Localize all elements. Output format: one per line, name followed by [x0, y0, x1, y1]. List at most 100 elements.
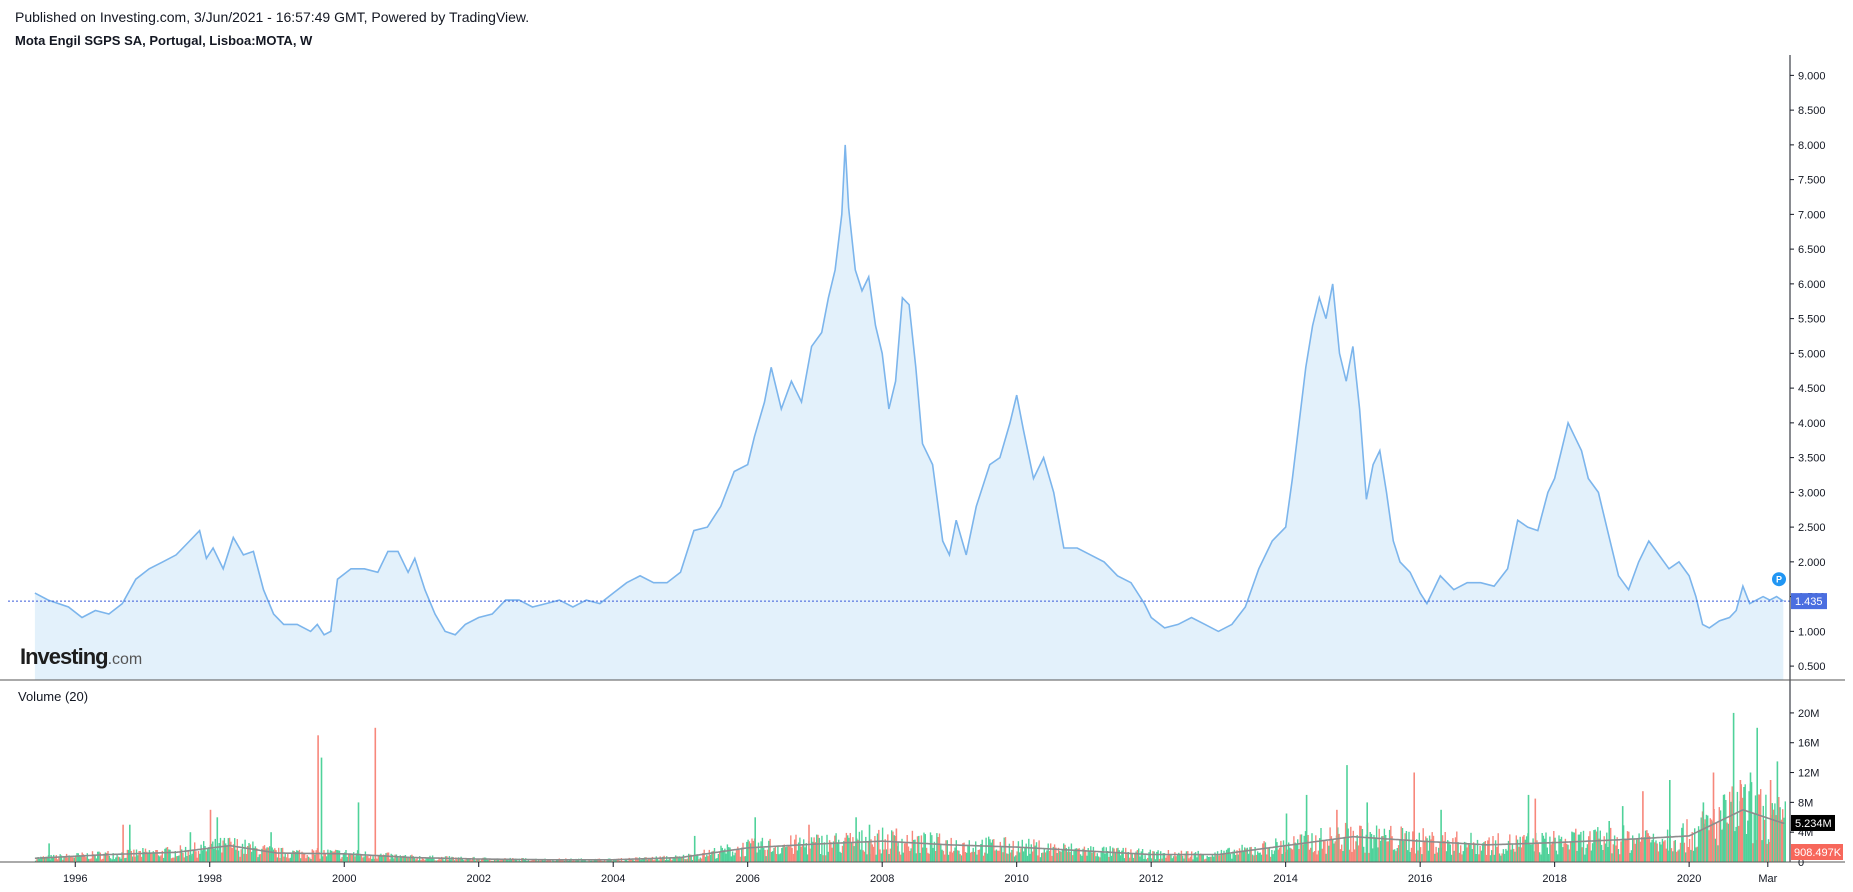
- volume-bar: [633, 860, 635, 862]
- volume-bar: [885, 849, 888, 862]
- volume-bar: [1280, 840, 1282, 862]
- volume-bar: [1635, 839, 1638, 862]
- volume-bar: [367, 856, 369, 862]
- volume-bar: [1333, 843, 1335, 862]
- volume-bar: [221, 852, 223, 862]
- volume-bar: [1472, 842, 1475, 862]
- volume-bar: [1695, 847, 1697, 862]
- volume-bar: [871, 844, 873, 862]
- volume-bar: [1337, 827, 1339, 862]
- volume-spike-bar: [1440, 809, 1442, 862]
- volume-bar: [1673, 840, 1675, 862]
- volume-bar: [181, 849, 183, 862]
- volume-bar: [932, 847, 934, 862]
- volume-bar: [1466, 847, 1468, 862]
- volume-bar: [1329, 827, 1331, 862]
- volume-bar: [1189, 856, 1192, 862]
- volume-bar: [1682, 823, 1684, 862]
- volume-bar: [838, 839, 840, 862]
- volume-bar: [124, 858, 126, 862]
- volume-bar: [675, 855, 677, 862]
- volume-bar: [1104, 853, 1106, 862]
- volume-bar: [1273, 850, 1276, 862]
- volume-bar: [849, 833, 851, 862]
- volume-bar: [324, 854, 326, 862]
- volume-bar: [610, 859, 612, 862]
- volume-bar: [386, 852, 388, 862]
- volume-bar: [1761, 840, 1763, 862]
- volume-bar: [116, 853, 118, 862]
- volume-bar: [646, 859, 648, 862]
- volume-bar: [1675, 851, 1678, 862]
- volume-bar: [1203, 859, 1206, 862]
- volume-bar: [859, 849, 862, 862]
- volume-bar: [213, 848, 215, 862]
- price-area-fill: [34, 144, 1784, 680]
- volume-bar: [715, 858, 717, 862]
- volume-bar: [1188, 858, 1190, 862]
- volume-bar: [1458, 852, 1461, 862]
- volume-bar: [102, 858, 104, 862]
- volume-bar: [1550, 844, 1552, 862]
- volume-bar: [765, 856, 767, 862]
- volume-bar: [1262, 843, 1264, 862]
- volume-bar: [1351, 851, 1353, 862]
- volume-bar: [1427, 850, 1430, 862]
- volume-bar: [1655, 840, 1657, 862]
- volume-bar: [834, 835, 836, 862]
- volume-bar: [1085, 850, 1087, 862]
- volume-bar: [1152, 851, 1154, 862]
- volume-bar: [85, 857, 87, 862]
- xtick-label: 2020: [1677, 873, 1701, 885]
- volume-bar: [662, 856, 664, 862]
- volume-bar: [443, 860, 445, 862]
- volume-bar: [1037, 855, 1039, 862]
- volume-bar: [315, 850, 317, 862]
- volume-bar: [995, 849, 998, 862]
- volume-bar: [1593, 830, 1595, 862]
- volume-bar: [159, 856, 161, 862]
- volume-bar: [1507, 840, 1510, 862]
- volume-ytick-label: 8M: [1798, 797, 1813, 809]
- volume-bar: [1011, 849, 1013, 862]
- volume-bar: [1701, 811, 1704, 862]
- volume-bar: [1551, 841, 1554, 862]
- volume-bar: [673, 856, 676, 862]
- volume-bar: [891, 830, 893, 862]
- volume-bar: [944, 854, 946, 862]
- volume-bar: [1432, 835, 1435, 862]
- volume-bar: [276, 857, 279, 862]
- volume-bar: [1449, 844, 1451, 862]
- volume-bar: [1762, 805, 1764, 862]
- volume-bar: [407, 856, 409, 862]
- volume-bar: [752, 840, 754, 862]
- volume-bar: [419, 856, 421, 862]
- volume-bar: [778, 854, 780, 862]
- volume-bar: [1734, 831, 1736, 862]
- volume-bar: [169, 849, 171, 862]
- volume-bar: [310, 859, 312, 862]
- volume-bar: [1144, 855, 1146, 862]
- volume-bar: [1450, 854, 1453, 862]
- volume-bar: [164, 848, 166, 862]
- volume-bar: [818, 837, 820, 862]
- volume-bar: [182, 852, 184, 862]
- volume-bar: [505, 859, 507, 862]
- volume-bar: [416, 857, 418, 862]
- volume-bar: [1579, 834, 1581, 862]
- volume-bar: [1747, 820, 1749, 862]
- volume-spike-bar: [122, 824, 124, 862]
- volume-bar: [865, 836, 867, 862]
- volume-bar: [433, 858, 435, 862]
- volume-bar: [40, 856, 42, 862]
- volume-bar: [1382, 836, 1384, 862]
- volume-bar: [1723, 794, 1726, 862]
- volume-bar: [1577, 834, 1580, 862]
- price-marker-circle: [1772, 572, 1786, 587]
- volume-bar: [139, 851, 141, 862]
- volume-bar: [106, 852, 108, 862]
- volume-bar: [409, 855, 412, 862]
- volume-bar: [91, 851, 94, 862]
- volume-bar: [87, 858, 90, 862]
